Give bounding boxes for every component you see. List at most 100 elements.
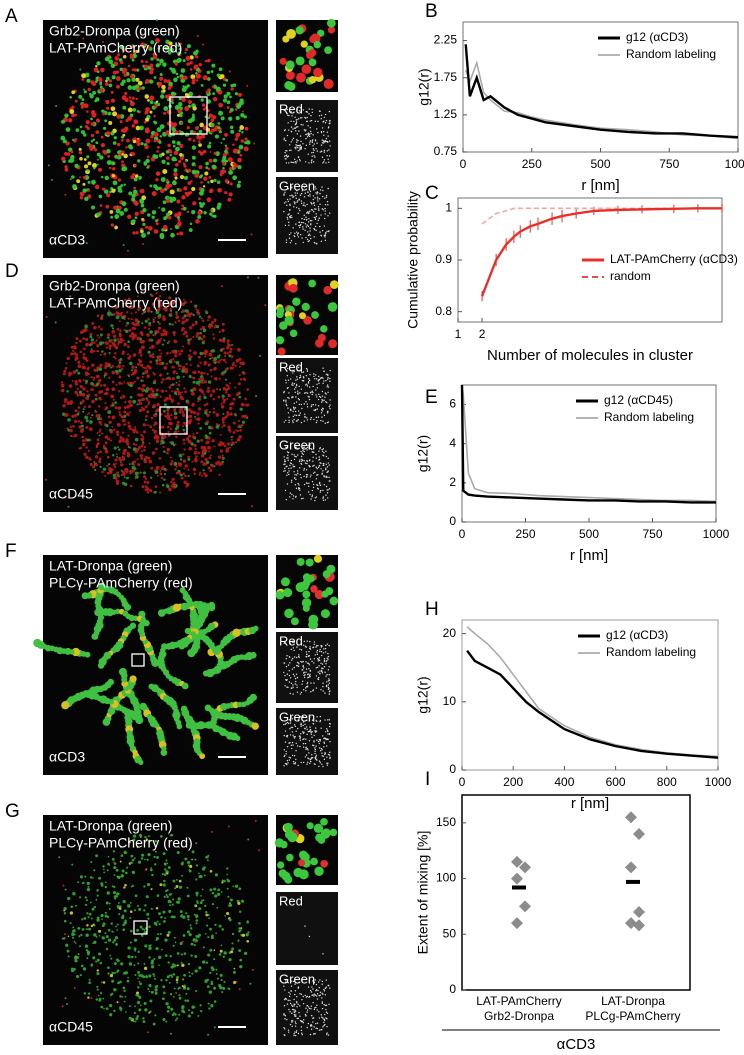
dot [229,344,231,346]
dot [182,862,184,864]
dot [76,128,80,132]
dot [304,417,305,418]
dot [314,41,321,48]
dot [106,149,111,154]
dot [142,208,146,212]
dot [143,471,146,474]
dot [70,401,73,404]
dot [150,393,153,396]
dot [320,151,321,152]
dot [155,219,158,222]
dot [195,941,197,943]
dot [310,202,311,203]
dot [229,96,232,99]
dot [227,888,229,890]
dot [201,84,204,87]
dot [291,683,292,684]
dot [196,864,198,866]
dot [123,990,125,992]
dot [298,225,299,226]
dot [95,936,97,938]
dot [119,338,123,342]
dot [304,215,305,216]
dot [198,422,200,424]
dot [122,166,127,171]
dot [325,651,326,652]
dot [133,353,136,356]
dot [214,377,218,381]
dot [99,935,101,937]
dot [129,447,131,449]
dot [284,662,285,663]
dot [128,107,133,112]
dot [143,909,145,911]
dot [77,388,79,390]
dot [326,763,327,764]
dot [87,996,89,998]
dot [286,404,287,405]
dot [308,226,309,227]
dot [297,558,305,566]
dot [99,429,101,431]
dot [284,316,293,325]
dot [127,382,130,385]
dot [161,207,165,211]
dot [314,641,315,642]
dot [284,202,285,203]
dot [195,969,198,972]
dot [237,184,241,188]
dot [285,420,286,421]
dot [310,476,311,477]
dot [203,335,206,338]
dot [287,199,288,200]
dot [318,467,319,468]
dot [241,900,244,903]
dot [304,219,305,220]
dot [314,208,315,209]
dot [301,200,302,201]
dot [325,380,326,381]
dot [239,959,242,962]
dot [159,362,162,365]
dot [320,860,328,868]
dot [120,61,123,64]
dot [307,212,308,213]
dot [228,988,230,990]
dot [150,135,153,138]
dot [60,136,65,141]
dot [309,240,310,241]
dot [297,473,298,474]
dot [316,128,317,129]
dot [120,962,123,965]
dot [223,424,226,427]
dot [320,762,321,763]
dot [180,458,182,460]
dot [193,473,195,475]
dot [205,442,207,444]
dot [213,888,216,891]
dot [120,120,123,123]
dot [96,972,99,975]
dot [198,907,201,910]
dot [236,359,240,363]
dot [131,369,133,371]
dot [126,311,128,313]
dot [66,390,68,392]
dot [186,318,189,321]
dot [88,412,90,414]
dot [298,130,299,131]
dot [310,140,311,141]
dot [302,64,312,74]
dot [193,411,196,414]
dot [306,51,314,59]
dot [227,106,230,109]
dot [101,914,104,917]
dot [223,337,226,340]
dot [303,476,304,477]
dot [296,198,297,199]
dot [192,116,195,119]
dot [110,394,114,398]
dot [83,183,86,186]
dot [77,927,80,930]
dot [109,955,111,957]
